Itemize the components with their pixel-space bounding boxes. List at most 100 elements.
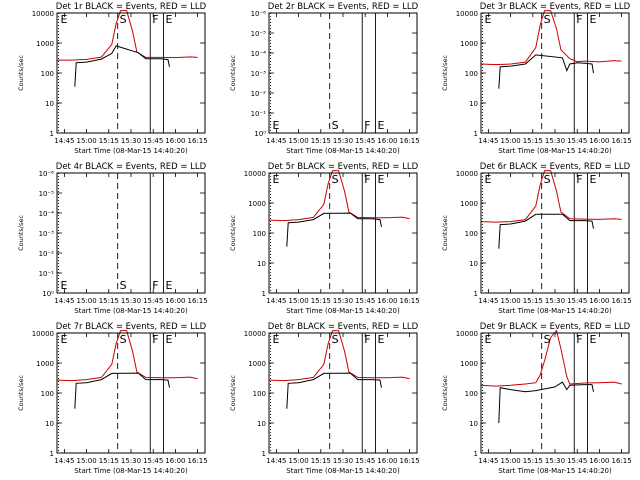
x-tick-label: 15:45 bbox=[143, 297, 163, 305]
series-line-events bbox=[74, 372, 170, 409]
chart-panel-4: Det 4r BLACK = Events, RED = LLD Start Ti… bbox=[17, 162, 208, 315]
marker-label: S bbox=[120, 13, 127, 26]
series-line-events bbox=[286, 372, 382, 409]
marker-label: S bbox=[544, 13, 551, 26]
y-tick-label: 10⁻¹ bbox=[251, 110, 267, 118]
y-tick-label: 1 bbox=[474, 290, 478, 298]
x-axis-label: Start Time (08-Mar-15 14:40:20) bbox=[286, 307, 400, 315]
x-tick-label: 16:00 bbox=[165, 137, 185, 145]
y-tick-label: 10000 bbox=[456, 170, 478, 178]
x-axis-label: Start Time (08-Mar-15 14:40:20) bbox=[498, 467, 612, 475]
series-line-events bbox=[498, 381, 594, 424]
x-tick-label: 16:15 bbox=[400, 457, 420, 465]
x-tick-label: 15:30 bbox=[121, 137, 141, 145]
x-tick-label: 16:00 bbox=[377, 457, 397, 465]
y-tick-label: 10⁻² bbox=[251, 90, 267, 98]
chart-panel-6: Det 6r BLACK = Events, RED = LLD Start Ti… bbox=[441, 162, 632, 315]
plot-frame bbox=[56, 172, 206, 294]
chart-title: Det 7r BLACK = Events, RED = LLD bbox=[56, 322, 207, 332]
y-axis-label: Counts/sec bbox=[441, 215, 449, 251]
marker-label: F bbox=[152, 279, 158, 292]
x-tick-label: 16:00 bbox=[589, 137, 609, 145]
chart-title: Det 2r BLACK = Events, RED = LLD bbox=[268, 2, 419, 12]
x-axis-label: Start Time (08-Mar-15 14:40:20) bbox=[74, 307, 188, 315]
x-tick-label: 15:45 bbox=[567, 137, 587, 145]
x-tick-label: 15:15 bbox=[523, 297, 543, 305]
y-tick-label: 1 bbox=[262, 290, 266, 298]
chart-title: Det 9r BLACK = Events, RED = LLD bbox=[480, 322, 631, 332]
x-tick-label: 15:00 bbox=[289, 137, 309, 145]
chart-panel-3: Det 3r BLACK = Events, RED = LLD Start Ti… bbox=[441, 2, 632, 155]
series-line-events bbox=[498, 213, 594, 249]
x-tick-label: 15:45 bbox=[355, 137, 375, 145]
x-tick-label: 16:15 bbox=[612, 457, 632, 465]
marker-label: E bbox=[484, 173, 491, 186]
series-line-lld bbox=[481, 329, 622, 387]
y-tick-label: 100 bbox=[41, 70, 54, 78]
x-axis-label: Start Time (08-Mar-15 14:40:20) bbox=[74, 147, 188, 155]
y-tick-label: 10000 bbox=[456, 10, 478, 18]
y-tick-label: 10000 bbox=[244, 330, 266, 338]
x-tick-label: 15:15 bbox=[99, 457, 119, 465]
y-tick-label: 10⁰ bbox=[254, 130, 266, 138]
y-tick-label: 10 bbox=[469, 100, 478, 108]
y-tick-label: 1 bbox=[262, 450, 266, 458]
marker-label: E bbox=[166, 279, 173, 292]
x-tick-label: 16:00 bbox=[165, 297, 185, 305]
x-tick-label: 15:45 bbox=[567, 297, 587, 305]
marker-label: E bbox=[590, 173, 597, 186]
y-tick-label: 1000 bbox=[460, 200, 478, 208]
x-tick-label: 16:15 bbox=[188, 457, 208, 465]
x-tick-label: 16:15 bbox=[612, 297, 632, 305]
x-axis-label: Start Time (08-Mar-15 14:40:20) bbox=[498, 147, 612, 155]
x-tick-label: 15:45 bbox=[355, 457, 375, 465]
y-tick-label: 10 bbox=[469, 260, 478, 268]
x-axis-label: Start Time (08-Mar-15 14:40:20) bbox=[498, 307, 612, 315]
y-tick-label: 1000 bbox=[460, 360, 478, 368]
x-tick-label: 15:30 bbox=[333, 457, 353, 465]
y-tick-label: 100 bbox=[253, 230, 266, 238]
x-tick-label: 15:30 bbox=[545, 137, 565, 145]
x-tick-label: 16:00 bbox=[377, 137, 397, 145]
x-tick-label: 14:45 bbox=[54, 457, 74, 465]
marker-label: F bbox=[364, 173, 370, 186]
x-tick-label: 15:00 bbox=[501, 297, 521, 305]
x-tick-label: 15:00 bbox=[501, 137, 521, 145]
series-line-events bbox=[74, 45, 170, 87]
chart-panel-2: Det 2r BLACK = Events, RED = LLD Start Ti… bbox=[229, 2, 420, 155]
marker-label: S bbox=[332, 333, 339, 346]
y-tick-label: 10⁻⁴ bbox=[251, 50, 267, 58]
x-tick-label: 15:30 bbox=[121, 457, 141, 465]
x-tick-label: 15:30 bbox=[333, 297, 353, 305]
chart-title: Det 8r BLACK = Events, RED = LLD bbox=[268, 322, 419, 332]
y-tick-label: 10⁻⁶ bbox=[251, 10, 267, 18]
x-tick-label: 15:00 bbox=[501, 457, 521, 465]
y-tick-label: 1000 bbox=[248, 360, 266, 368]
chart-panel-9: Det 9r BLACK = Events, RED = LLD Start Ti… bbox=[441, 322, 632, 475]
plot-frame bbox=[268, 332, 418, 454]
y-tick-label: 10 bbox=[257, 420, 266, 428]
plot-frame bbox=[56, 332, 206, 454]
y-axis-label: Counts/sec bbox=[17, 375, 25, 411]
chart-panel-5: Det 5r BLACK = Events, RED = LLD Start Ti… bbox=[229, 162, 420, 315]
series-line-lld bbox=[481, 170, 622, 223]
x-tick-label: 16:15 bbox=[400, 137, 420, 145]
y-tick-label: 10000 bbox=[456, 330, 478, 338]
x-tick-label: 15:00 bbox=[289, 297, 309, 305]
y-axis-label: Counts/sec bbox=[229, 55, 237, 91]
y-tick-label: 1 bbox=[50, 450, 54, 458]
plot-frame bbox=[480, 12, 630, 134]
y-tick-label: 1000 bbox=[36, 40, 54, 48]
y-axis-label: Counts/sec bbox=[17, 215, 25, 251]
x-tick-label: 15:30 bbox=[545, 297, 565, 305]
y-axis-label: Counts/sec bbox=[229, 215, 237, 251]
y-tick-label: 10⁻² bbox=[39, 250, 55, 258]
y-tick-label: 10000 bbox=[32, 10, 54, 18]
plot-frame bbox=[480, 332, 630, 454]
y-tick-label: 10⁻³ bbox=[251, 70, 267, 78]
series-line-lld bbox=[481, 10, 622, 66]
x-tick-label: 15:00 bbox=[77, 457, 97, 465]
x-tick-label: 15:30 bbox=[545, 457, 565, 465]
marker-label: E bbox=[590, 333, 597, 346]
